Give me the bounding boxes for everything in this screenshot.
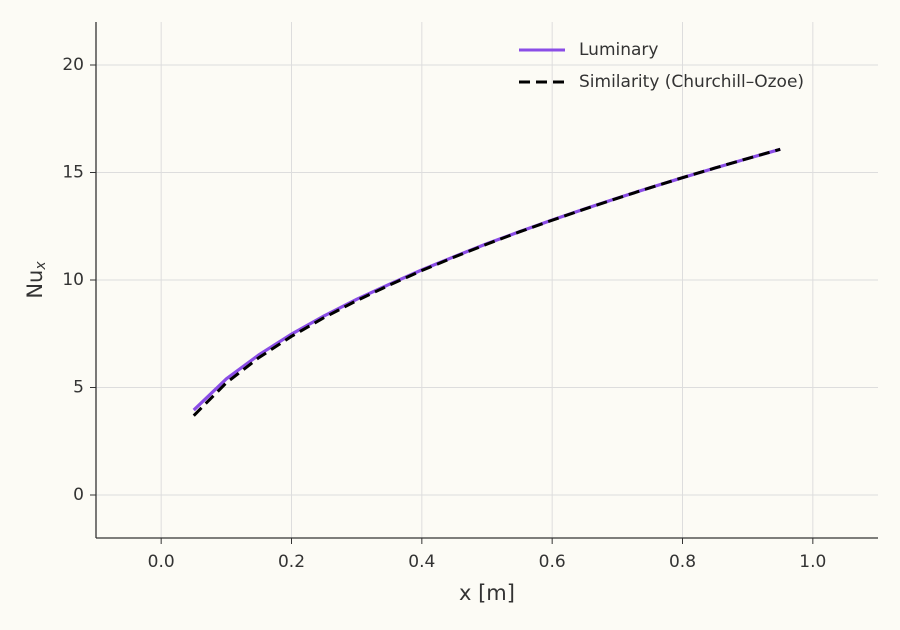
series-line xyxy=(192,147,781,417)
x-tick-label: 0.4 xyxy=(408,552,435,572)
y-axis-label: Nux xyxy=(23,261,49,299)
x-tick-label: 0.2 xyxy=(278,552,305,572)
legend-label: Luminary xyxy=(579,40,658,60)
y-tick-label: 5 xyxy=(73,378,84,398)
y-tick-label: 20 xyxy=(62,55,84,75)
y-tick-label: 10 xyxy=(62,270,84,290)
x-tick-label: 0.8 xyxy=(669,552,696,572)
x-tick-label: 1.0 xyxy=(799,552,826,572)
legend-label: Similarity (Churchill–Ozoe) xyxy=(579,72,804,92)
x-tick-label: 0.0 xyxy=(148,552,175,572)
y-tick-label: 15 xyxy=(62,163,84,183)
x-tick-label: 0.6 xyxy=(539,552,566,572)
y-label-sub: x xyxy=(33,261,49,271)
y-tick-label: 0 xyxy=(73,485,84,505)
x-axis-label: x [m] xyxy=(459,581,515,605)
y-label-base: Nu xyxy=(23,270,47,299)
